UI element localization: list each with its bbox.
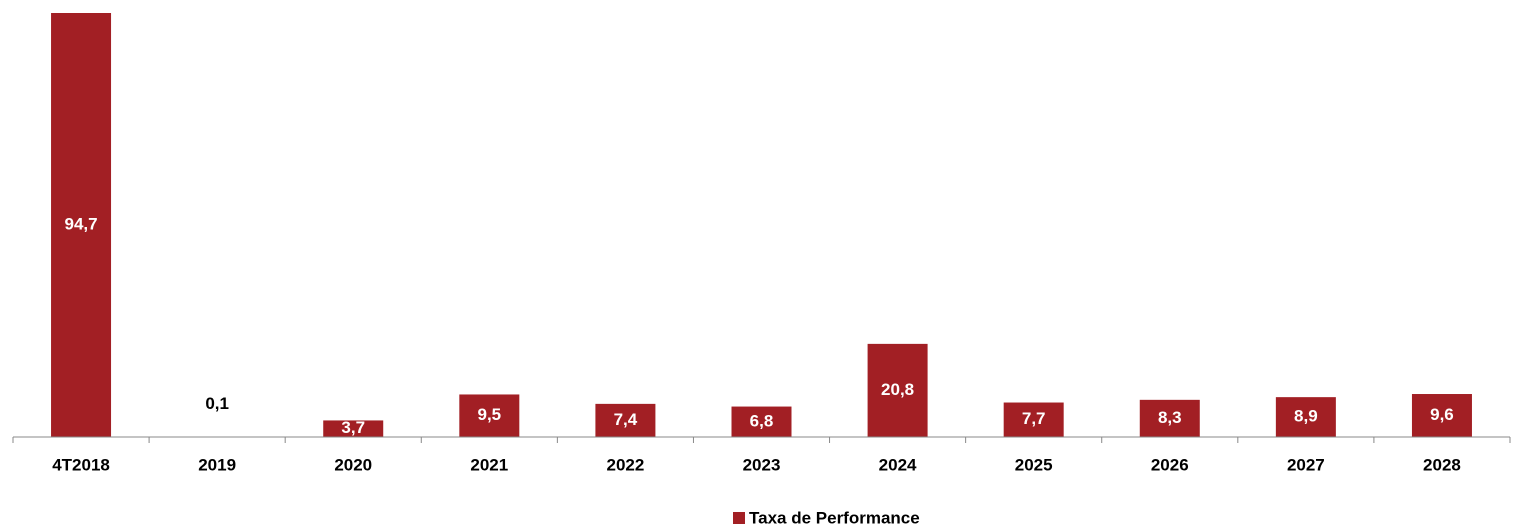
legend-label: Taxa de Performance [749,508,920,527]
x-tick-label: 2024 [879,455,917,474]
legend: Taxa de Performance [733,508,920,527]
bar [731,406,792,437]
x-tick-label: 2021 [470,455,508,474]
x-tick-label: 2026 [1151,455,1189,474]
data-label: 9,6 [1430,405,1454,424]
x-tick-label: 2023 [743,455,781,474]
data-label: 9,5 [477,405,501,424]
x-tick-label: 2027 [1287,455,1325,474]
bar [323,420,384,437]
data-label: 6,8 [750,411,774,430]
x-tick-label: 2028 [1423,455,1461,474]
data-label: 7,4 [614,410,638,429]
bar [1275,397,1336,437]
data-label: 20,8 [881,380,914,399]
bar [595,403,656,437]
bar [1003,402,1064,437]
x-tick-label: 2019 [198,455,236,474]
x-tick-label: 4T2018 [52,455,110,474]
bar [867,343,928,437]
data-label: 3,7 [341,418,365,437]
x-tick-label: 2025 [1015,455,1053,474]
bar [459,394,520,437]
bar [1139,399,1200,437]
bar [1411,394,1472,437]
data-label: 0,1 [205,394,229,413]
legend-swatch [733,512,745,524]
x-tick-label: 2022 [606,455,644,474]
data-label: 7,7 [1022,409,1046,428]
data-label: 94,7 [64,214,97,233]
bar [51,13,112,437]
x-tick-label: 2020 [334,455,372,474]
data-label: 8,3 [1158,408,1182,427]
data-label: 8,9 [1294,407,1318,426]
